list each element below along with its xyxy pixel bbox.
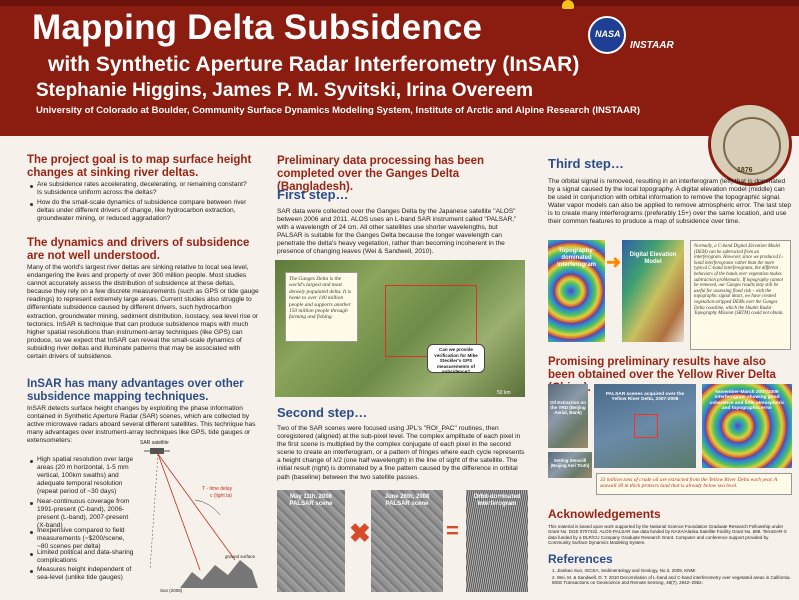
diagram-label-satellite: SAR satellite	[140, 440, 169, 446]
third-step-text: The orbital signal is removed, resulting…	[548, 178, 791, 226]
dem-caption: Normally, a C-band Digital Elevation Mod…	[690, 240, 791, 350]
diagram-label-light: c (light ta)	[210, 493, 232, 499]
yrd-interferogram: November-March 2007/2009 interferogram s…	[702, 384, 792, 468]
insar-bullet-3: Inexpensive compared to field measuremen…	[37, 527, 125, 551]
topo-interferogram: Topography-dominated interferogram	[548, 240, 605, 342]
yrd-oil-photo: Oil Extraction on the YRD (Beijing Aeria…	[548, 384, 588, 448]
yrd-label-1: Oil Extraction on the YRD (Beijing Aeria…	[549, 400, 586, 415]
bullet-icon	[30, 460, 33, 463]
poster-subtitle: with Synthetic Aperture Radar Interferom…	[48, 53, 580, 76]
third-step-heading: Third step…	[548, 156, 624, 171]
yrd-label-3: November-March 2007/2009 interferogram s…	[709, 390, 785, 412]
angle-arc	[194, 499, 221, 516]
instaar-logo-text: INSTAAR	[630, 40, 674, 51]
bullet-icon	[30, 203, 33, 206]
references-heading: References	[548, 552, 613, 566]
goal-bullet-2: How do the small-scale dynamics of subsi…	[37, 199, 247, 223]
shell-logo-icon	[562, 0, 574, 9]
insar-bullet-5: Measures height independent of sea-level…	[37, 566, 132, 582]
first-step-heading: First step…	[277, 187, 349, 202]
seal-year: 1876	[737, 167, 753, 174]
ganges-heading: Preliminary data processing has been com…	[277, 155, 485, 193]
digital-elevation-model: Digital Elevation Model	[622, 240, 684, 342]
insar-geometry-diagram: SAR satellite T - time delay c (light ta…	[140, 440, 258, 593]
diagram-label-sun: Sun (2008)	[160, 588, 183, 593]
radar-beam-line	[157, 453, 236, 561]
diagram-label-ground: ground surface	[225, 554, 256, 559]
ganges-caption: The Ganges Delta is the world's largest …	[285, 272, 358, 342]
header-top-band	[0, 0, 799, 6]
yrd-label-2: PALSAR scenes acquired over the Yellow R…	[605, 392, 685, 403]
scale-bar-label: 50 km	[497, 390, 511, 396]
bullet-icon	[30, 502, 33, 505]
radar-beam-line	[157, 453, 201, 571]
insar-bullet-1: High spatial resolution over large areas…	[37, 456, 134, 496]
poster-title: Mapping Delta Subsidence	[32, 8, 483, 47]
palsar-scene-june: June 26th, 2008 PALSAR scene	[371, 490, 443, 592]
diagram-label-time: T - time delay	[202, 486, 233, 492]
ack-heading: Acknowledgements	[548, 507, 661, 521]
first-step-text: SAR data were collected over the Ganges …	[277, 208, 517, 256]
yrd-label-4: Setting Stenciill (Beijing Aeri Truth)	[550, 458, 590, 468]
reference-2: 2. Wei, M. & Sandwell, D. T. 2010 Decorr…	[552, 575, 791, 586]
topo-label: Topography-dominated interferogram	[556, 248, 596, 268]
nadir-line	[149, 453, 159, 571]
multiply-icon: ✖	[349, 518, 371, 548]
palsar-scene-may: May 11th, 2008 PALSAR scene	[277, 490, 345, 592]
ack-text: This material is based upon work support…	[548, 524, 787, 546]
goal-heading: The project goal is to map surface heigh…	[27, 154, 252, 179]
yrd-palsar-scenes: PALSAR scenes acquired over the Yellow R…	[594, 384, 696, 468]
second-step-text: Two of the SAR scenes were focused using…	[277, 425, 525, 481]
poster-header: Mapping Delta Subsidence with Synthetic …	[0, 0, 799, 136]
seal-inner-ring	[723, 117, 781, 175]
verification-callout: Can we provide verification for Mike Ste…	[427, 344, 485, 374]
bullet-icon	[30, 185, 33, 188]
instaar-logo-icon: INSTAAR	[630, 38, 674, 62]
dynamics-text: Many of the world's largest river deltas…	[27, 264, 259, 361]
insar-bullet-4: Limited political and data-sharing compl…	[37, 549, 134, 565]
yrd-caption: 33 million tons of crude oil are extract…	[596, 473, 792, 495]
nasa-logo-icon: NASA	[588, 16, 626, 54]
dem-label: Digital Elevation Model	[629, 252, 677, 265]
scene-june-label: June 26th, 2008 PALSAR scene	[384, 494, 430, 507]
dynamics-heading: The dynamics and drivers of subsidence a…	[27, 237, 250, 262]
affiliation-line: University of Colorado at Boulder, Commu…	[36, 105, 641, 116]
bullet-icon	[30, 531, 33, 534]
insar-text: InSAR detects surface height changes by …	[27, 405, 256, 445]
scene-may-label: May 11th, 2008 PALSAR scene	[289, 494, 333, 507]
university-seal-icon: 1876	[708, 102, 792, 186]
yrd-settling-photo: Setting Stenciill (Beijing Aeri Truth)	[548, 452, 592, 478]
reference-1: 1. Jianbao Sun, IGCEA, Sedimentology and…	[552, 568, 696, 573]
arrow-right-icon: ➜	[606, 252, 622, 272]
bullet-icon	[30, 553, 33, 556]
yrd-inset-box	[634, 414, 658, 438]
goal-bullet-1: Are subsidence rates accelerating, decel…	[37, 181, 247, 197]
interferogram-label: Orbit-dominated interferogram	[473, 494, 521, 507]
authors-line: Stephanie Higgins, James P. M. Syvitski,…	[36, 80, 534, 101]
equals-icon: =	[446, 518, 459, 543]
bullet-icon	[30, 570, 33, 573]
ground-surface-shape	[180, 560, 258, 588]
insar-heading: InSAR has many advantages over other sub…	[27, 378, 244, 403]
insar-bullet-2: Near-continuous coverage from 1991-prese…	[37, 498, 130, 530]
orbit-interferogram: Orbit-dominated interferogram	[466, 490, 528, 592]
nasa-logo-text: NASA	[595, 29, 621, 39]
second-step-heading: Second step…	[277, 405, 368, 420]
